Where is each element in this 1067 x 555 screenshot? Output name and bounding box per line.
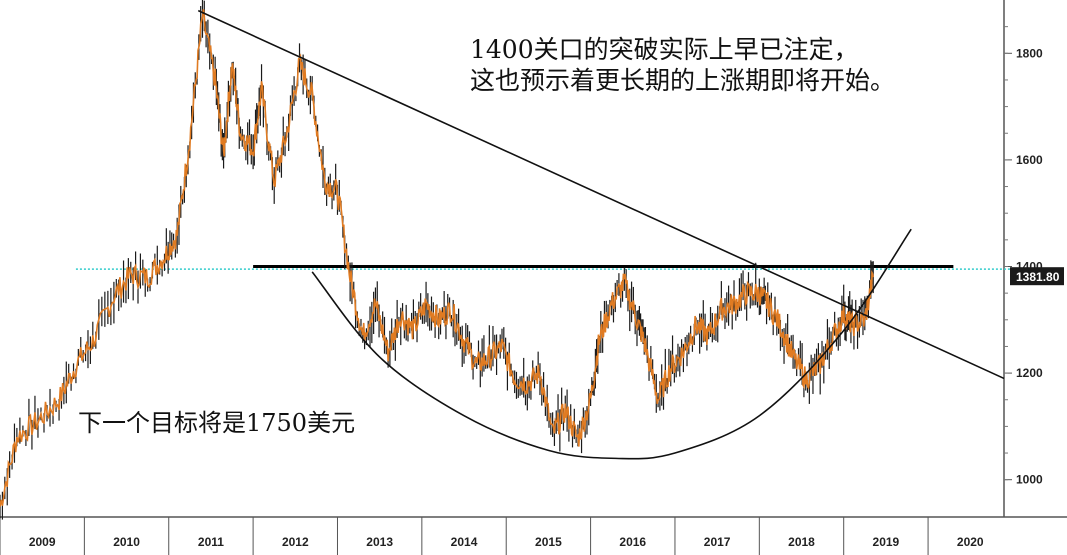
x-tick-label: 2012 [282,535,309,549]
bottom-annotation: 下一个目标将是1750美元 [78,409,356,437]
x-tick-label: 2013 [366,535,393,549]
y-tick-label: 1200 [1016,366,1043,380]
last-price-tag-bg [1010,267,1064,286]
price-series [0,0,874,520]
x-tick-label: 2014 [451,535,478,549]
rounding-bottom-curve [311,228,912,460]
x-tick-label: 2016 [619,535,646,549]
x-tick-label: 2019 [873,535,900,549]
x-tick-label: 2020 [957,535,984,549]
reference-lines [75,264,1034,270]
overlay-lines [197,9,1005,460]
price-line [0,9,874,507]
x-tick-label: 2011 [198,535,224,549]
y-tick-label: 1600 [1016,153,1043,167]
x-tick-label: 2009 [29,535,56,549]
top-annotation-line2: 这也预示着更长期的上涨期即将开始。 [470,66,896,96]
top-annotation-line1: 1400关口的突破实际上早已注定， [470,35,859,64]
last-price-label: 1381.80 [1016,270,1060,284]
x-tick-label: 2017 [704,535,731,549]
x-tick-label: 2010 [113,535,140,549]
y-tick-label: 1800 [1016,46,1043,60]
y-tick-label: 1000 [1016,473,1043,487]
x-tick-label: 2018 [788,535,815,549]
last-price-tag: 1381.80 [1010,267,1064,286]
downtrend-line [197,9,1005,380]
x-tick-label: 2015 [535,535,562,549]
top-annotation: 1400关口的突破实际上早已注定， 这也预示着更长期的上涨期即将开始。 [470,34,895,97]
